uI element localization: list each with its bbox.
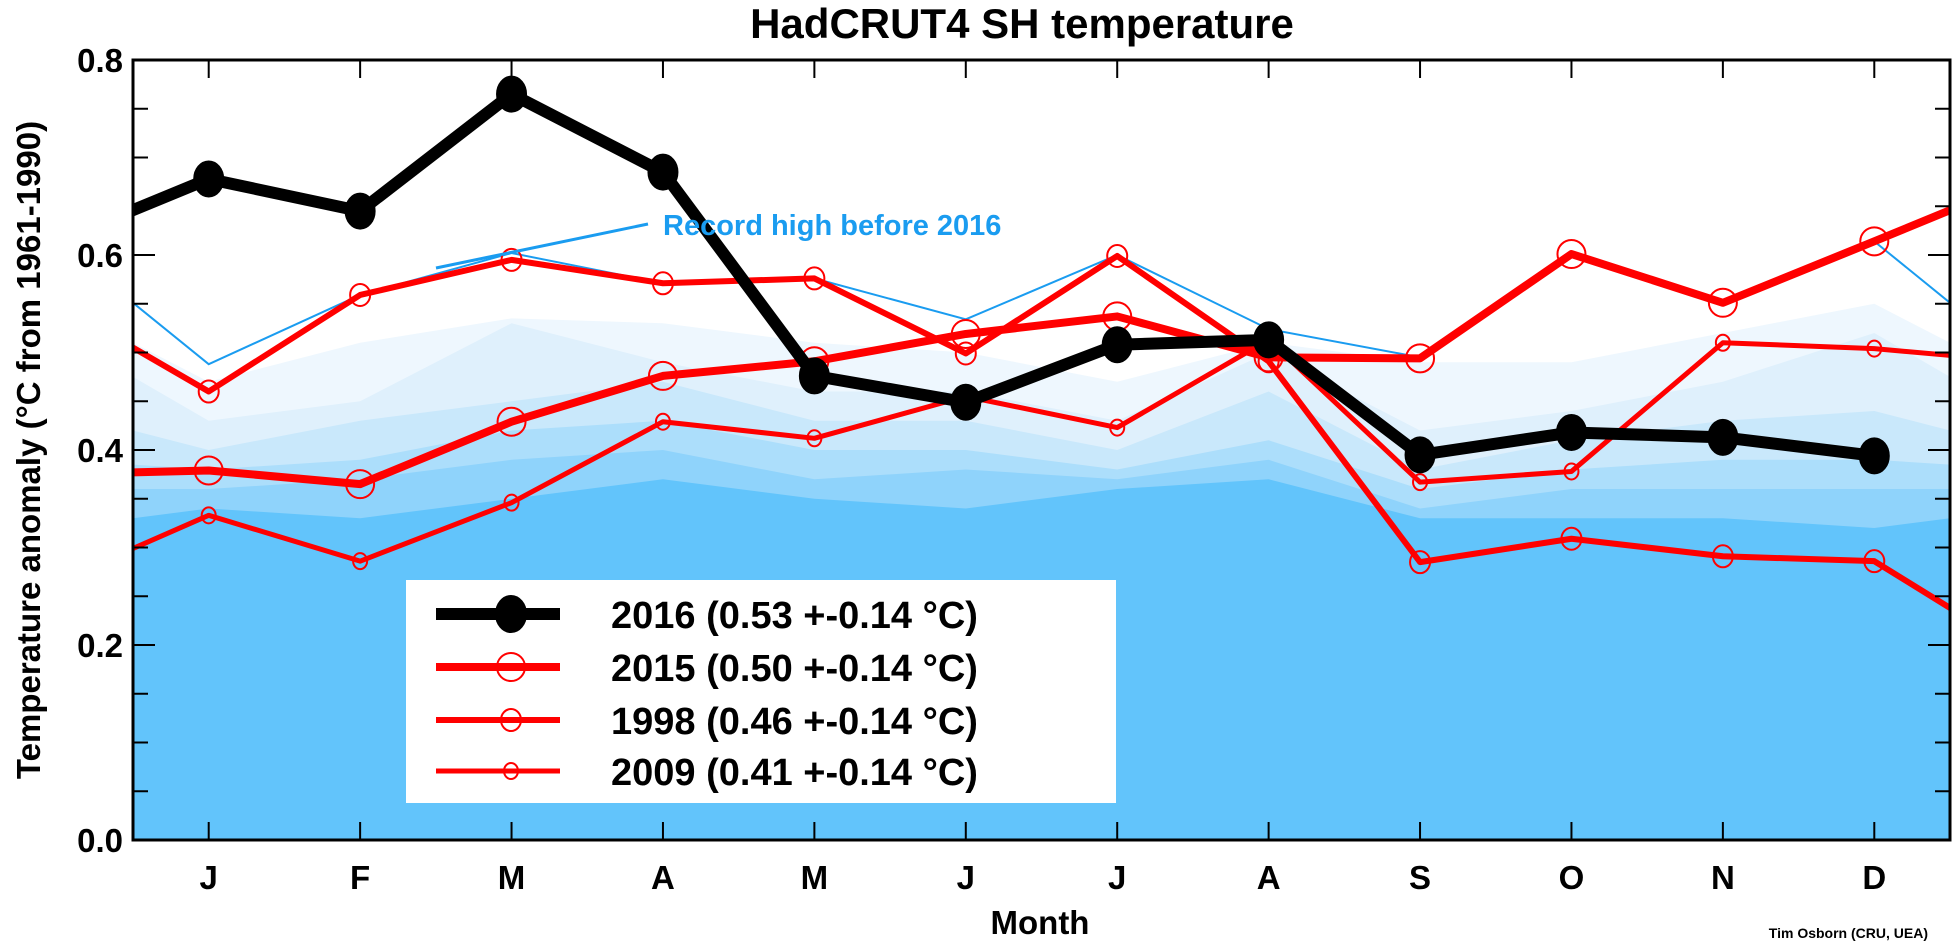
point-2015-4 (647, 360, 678, 391)
x-tick-label: A (651, 859, 675, 896)
axes: 0.0 0.2 0.4 0.6 0.8 J F M A M J J A S O N D (77, 42, 1952, 896)
x-tick-label: N (1711, 859, 1735, 896)
x-tick-label: J (200, 859, 218, 896)
point-2015-3 (496, 406, 527, 437)
point-2009-2 (352, 552, 369, 571)
point-2016-6 (950, 383, 982, 421)
point-2016-2 (344, 192, 376, 230)
point-1998-3 (500, 247, 523, 272)
point-2016-10 (1555, 413, 1587, 451)
x-axis-title: Month (991, 904, 1090, 941)
series-line-2009 (133, 337, 1950, 564)
point-1998-4 (651, 271, 674, 296)
legend-marker-1998 (500, 708, 522, 732)
x-tick-label: M (498, 859, 526, 896)
point-2009-3 (503, 493, 520, 512)
point-2016-8 (1253, 321, 1285, 359)
point-1998-5 (803, 266, 826, 291)
annotation-record-high: Record high before 2016 (663, 210, 1001, 242)
point-1998-10 (1560, 526, 1583, 551)
series-line-2015 (133, 205, 1950, 489)
x-tick-label: M (801, 859, 829, 896)
point-1998-2 (349, 282, 372, 307)
point-2009-4 (654, 412, 671, 431)
point-1998-7 (1106, 243, 1129, 268)
y-tick-label: 0.4 (77, 432, 124, 469)
point-2009-12 (1866, 339, 1883, 358)
x-tick-label: J (1108, 859, 1126, 896)
point-2016-7 (1101, 326, 1133, 364)
point-1998-9 (1409, 550, 1432, 575)
y-tick-label: 0.2 (77, 627, 123, 664)
point-2009-10 (1563, 462, 1580, 481)
y-tick-label: 0.6 (77, 237, 123, 274)
point-2015-2 (345, 469, 376, 500)
point-1998-11 (1711, 544, 1734, 569)
point-2015-12 (1859, 226, 1890, 257)
x-tick-label: F (350, 859, 370, 896)
annotation-pointer (435, 222, 649, 270)
legend-label-1998: 1998 (0.46 +-0.14 °C) (611, 701, 978, 743)
y-axis-title: Temperature anomaly (°C from 1961-1990) (10, 121, 47, 779)
point-2016-5 (798, 357, 830, 395)
point-2016-12 (1858, 437, 1890, 475)
point-2009-5 (806, 429, 823, 448)
point-2015-1 (193, 455, 224, 486)
point-2015-11 (1707, 287, 1738, 318)
point-1998-1 (197, 379, 220, 404)
legend-marker-2015 (496, 652, 526, 682)
point-1998-6 (954, 341, 977, 366)
point-2009-11 (1714, 333, 1731, 352)
point-2015-10 (1556, 239, 1587, 270)
legend-label-2015: 2015 (0.50 +-0.14 °C) (611, 648, 978, 690)
series-lines (133, 75, 1950, 612)
x-tick-label: S (1409, 859, 1431, 896)
point-2016-9 (1404, 436, 1436, 474)
point-1998-12 (1863, 549, 1886, 574)
legend-marker-2016 (495, 595, 527, 633)
credit: Tim Osborn (CRU, UEA) (1769, 925, 1928, 941)
legend-label-2016: 2016 (0.53 +-0.14 °C) (611, 595, 978, 637)
legend-label-2009: 2009 (0.41 +-0.14 °C) (611, 752, 978, 794)
chart-title: HadCRUT4 SH temperature (750, 0, 1294, 47)
legend: 2016 (0.53 +-0.14 °C) 2015 (0.50 +-0.14 … (406, 580, 1116, 803)
point-2015-6 (950, 318, 981, 349)
point-2016-3 (496, 75, 528, 113)
x-tick-label: A (1257, 859, 1281, 896)
point-2009-7 (1109, 418, 1126, 437)
point-2009-1 (200, 506, 217, 525)
point-2016-4 (647, 153, 679, 191)
y-tick-label: 0.0 (77, 822, 123, 859)
x-tick-label: O (1559, 859, 1585, 896)
x-tick-label: D (1862, 859, 1886, 896)
point-2016-11 (1707, 418, 1739, 456)
point-2009-9 (1412, 473, 1429, 492)
x-tick-label: J (957, 859, 975, 896)
point-2016-1 (193, 160, 225, 198)
point-2015-9 (1405, 343, 1436, 374)
legend-marker-2009 (503, 762, 519, 780)
series-line-1998 (133, 252, 1950, 612)
y-tick-label: 0.8 (77, 42, 123, 79)
